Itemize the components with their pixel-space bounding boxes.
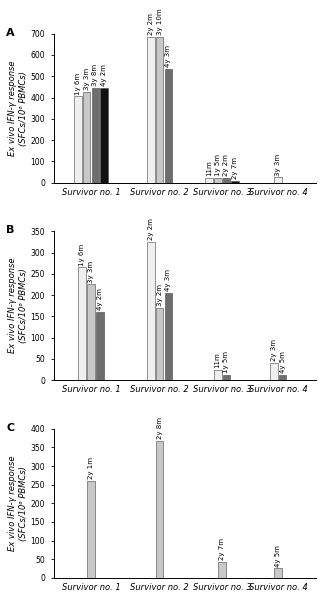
Text: C: C (6, 423, 15, 433)
Text: 1y 6m: 1y 6m (79, 244, 85, 266)
Text: 1y 6m: 1y 6m (75, 73, 81, 95)
Bar (87, 481, 95, 578)
Bar (87, 284, 95, 380)
Bar (205, 178, 213, 183)
Text: 3y 10m: 3y 10m (156, 8, 163, 35)
Bar (91, 88, 99, 183)
Text: 2y 2m: 2y 2m (148, 218, 154, 240)
Text: 3y 2m: 3y 2m (156, 284, 163, 306)
Bar (214, 178, 222, 183)
Text: 4y 5m: 4y 5m (275, 545, 281, 567)
Bar (270, 363, 278, 380)
Text: 11m: 11m (206, 161, 212, 176)
Bar (156, 308, 164, 380)
Bar (147, 242, 155, 380)
Bar (156, 37, 164, 183)
Bar (223, 178, 230, 183)
Text: 2y 7m: 2y 7m (232, 157, 238, 179)
Bar (74, 97, 82, 183)
Text: 3y 3m: 3y 3m (88, 260, 94, 283)
Bar (100, 88, 108, 183)
Text: 2y 2m: 2y 2m (224, 154, 229, 176)
Bar (223, 375, 230, 380)
Bar (147, 37, 155, 183)
Text: 2y 8m: 2y 8m (156, 417, 163, 439)
Text: 4y 3m: 4y 3m (165, 269, 171, 291)
Bar (274, 568, 282, 578)
Text: 2y 1m: 2y 1m (88, 457, 94, 479)
Text: 11m: 11m (215, 352, 221, 368)
Bar (165, 293, 172, 380)
Bar (218, 562, 226, 578)
Bar (231, 181, 239, 183)
Y-axis label: Ex vivo IFN-γ response
(SFCs/10⁶ PBMCs): Ex vivo IFN-γ response (SFCs/10⁶ PBMCs) (8, 455, 28, 551)
Bar (165, 69, 172, 183)
Y-axis label: Ex vivo IFN-γ response
(SFCs/10⁶ PBMCs): Ex vivo IFN-γ response (SFCs/10⁶ PBMCs) (8, 61, 28, 156)
Text: 1y 5m: 1y 5m (224, 351, 229, 373)
Bar (156, 440, 164, 578)
Bar (78, 268, 86, 380)
Text: 4y 2m: 4y 2m (101, 64, 107, 86)
Text: 2y 7m: 2y 7m (219, 538, 225, 560)
Bar (279, 375, 286, 380)
Text: 1y 5m: 1y 5m (215, 154, 221, 176)
Text: 3y 3m: 3y 3m (84, 68, 90, 91)
Text: A: A (6, 28, 15, 38)
Text: 4y 3m: 4y 3m (165, 45, 171, 67)
Text: 2y 2m: 2y 2m (148, 13, 154, 35)
Bar (96, 312, 104, 380)
Text: B: B (6, 225, 15, 235)
Text: 3y 8m: 3y 8m (92, 64, 98, 86)
Text: 4y 5m: 4y 5m (280, 352, 285, 373)
Bar (274, 178, 282, 183)
Text: 4y 2m: 4y 2m (97, 289, 103, 310)
Text: 3y 3m: 3y 3m (275, 154, 281, 176)
Y-axis label: Ex vivo IFN-γ response
(SFCs/10⁶ PBMCs): Ex vivo IFN-γ response (SFCs/10⁶ PBMCs) (8, 258, 28, 353)
Bar (83, 92, 90, 183)
Bar (214, 370, 222, 380)
Text: 2y 3m: 2y 3m (271, 340, 277, 361)
